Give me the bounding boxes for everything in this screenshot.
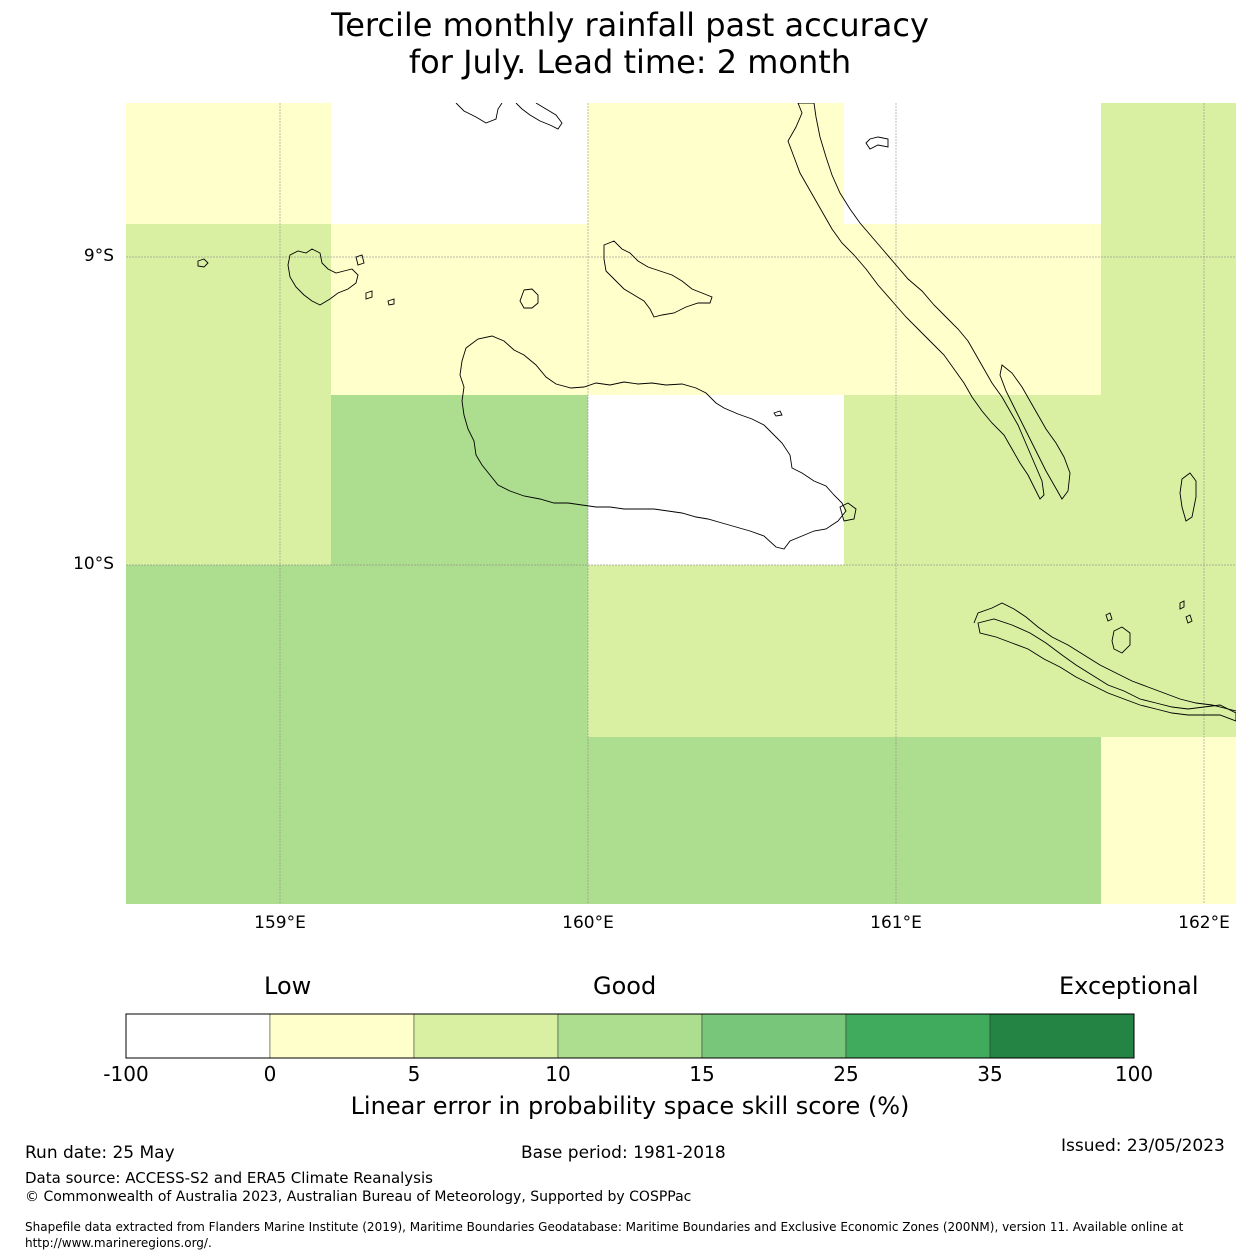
russell-islet (387, 298, 395, 306)
islet (1185, 614, 1193, 624)
colorbar-tick: 35 (977, 1062, 1003, 1086)
grid-cell (1101, 103, 1236, 224)
colorbar-tick: 25 (833, 1062, 859, 1086)
skill-grid-cells (126, 103, 1236, 904)
islet (1179, 472, 1197, 522)
colorbar-segment-neg100-0 (125, 1013, 271, 1059)
grid-cell (126, 224, 331, 395)
northern-island-coastline (515, 103, 563, 130)
grid-cell (844, 103, 1101, 224)
grid-cell (1101, 565, 1236, 737)
small-malaita-coastline (999, 364, 1071, 500)
colorbar-segment-25-35 (845, 1013, 991, 1059)
colorbar-frame (125, 1013, 1135, 1059)
copyright: © Commonwealth of Australia 2023, Austra… (25, 1189, 692, 1205)
grid-cell (331, 395, 588, 565)
grid-cell (331, 737, 588, 904)
colorbar (125, 1013, 1135, 1059)
colorbar-word-exceptional: Exceptional (1059, 972, 1199, 1000)
grid-cell (331, 565, 588, 737)
grid-cell (588, 565, 844, 737)
graticule (126, 103, 1236, 904)
lon-label-161e: 161°E (870, 913, 922, 933)
title-line-2: for July. Lead time: 2 month (408, 43, 852, 81)
grid-cell (588, 737, 844, 904)
lat-label-9s: 9°S (83, 246, 114, 266)
colorbar-title: Linear error in probability space skill … (350, 1092, 910, 1120)
colorbar-tick: 100 (1114, 1062, 1154, 1086)
grid-cell (1101, 737, 1236, 904)
lon-label-162e: 162°E (1178, 913, 1230, 933)
data-source: Data source: ACCESS-S2 and ERA5 Climate … (25, 1169, 433, 1187)
grid-cell (588, 224, 844, 395)
colorbar-tick: -100 (103, 1062, 149, 1086)
colorbar-segment-15-25 (701, 1013, 847, 1059)
russell-islet (365, 290, 373, 300)
grid-cell (126, 737, 331, 904)
colorbar-segment-0-5 (269, 1013, 415, 1059)
colorbar-segments (125, 1013, 1135, 1059)
colorbar-word-low: Low (264, 972, 312, 1000)
grid-cell (588, 395, 844, 565)
northern-island-coastline (455, 103, 503, 124)
grid-cell (844, 565, 1101, 737)
grid-cell (126, 103, 331, 224)
grid-cell (126, 395, 331, 565)
islet (773, 410, 783, 417)
colorbar-segment-35-100 (989, 1013, 1135, 1059)
islet (839, 502, 857, 522)
russell-islet (197, 258, 209, 268)
chart-title: Tercile monthly rainfall past accuracy f… (0, 7, 1260, 81)
colorbar-segment-10-15 (557, 1013, 703, 1059)
colorbar-tick: 5 (407, 1062, 421, 1086)
shapefile-credit-line-1: Shapefile data extracted from Flanders M… (25, 1220, 1184, 1234)
colorbar-tick: 15 (689, 1062, 715, 1086)
russell-islands-coastline (287, 248, 359, 306)
grid-cell (1101, 395, 1236, 565)
grid-cell (844, 395, 1101, 565)
shapefile-credit-line-2: http://www.marineregions.org/. (25, 1236, 212, 1250)
grid-cell (588, 103, 844, 224)
title-line-1: Tercile monthly rainfall past accuracy (331, 6, 929, 44)
rainfall-accuracy-map (126, 103, 1236, 904)
colorbar-tick: 10 (545, 1062, 571, 1086)
makira-coastline (973, 602, 1236, 712)
malaita-coastline (787, 103, 1045, 500)
colorbar-segment-5-10 (413, 1013, 559, 1059)
grid-cell (1101, 224, 1236, 395)
northern-island-coastline (865, 136, 889, 150)
russell-islet (355, 254, 365, 266)
islet (1111, 626, 1131, 654)
run-date: Run date: 25 May (25, 1143, 175, 1163)
coastlines (197, 103, 1236, 722)
grid-cell (844, 737, 1101, 904)
rennell-island-coastline (977, 618, 1236, 722)
lon-label-159e: 159°E (254, 913, 306, 933)
islet (1179, 600, 1185, 610)
florida-islands-coastline (603, 240, 713, 318)
grid-cell (844, 224, 1101, 395)
lat-label-10s: 10°S (73, 554, 114, 574)
base-period: Base period: 1981-2018 (521, 1143, 726, 1163)
lon-label-160e: 160°E (562, 913, 614, 933)
grid-cell (331, 224, 588, 395)
issued-date: Issued: 23/05/2023 (1061, 1136, 1225, 1156)
islet (1105, 612, 1113, 622)
colorbar-tick: 0 (263, 1062, 277, 1086)
grid-cell (126, 565, 331, 737)
colorbar-word-good: Good (593, 972, 657, 1000)
guadalcanal-coastline (459, 335, 847, 550)
savo-island-coastline (519, 288, 539, 309)
grid-cell (331, 103, 588, 224)
